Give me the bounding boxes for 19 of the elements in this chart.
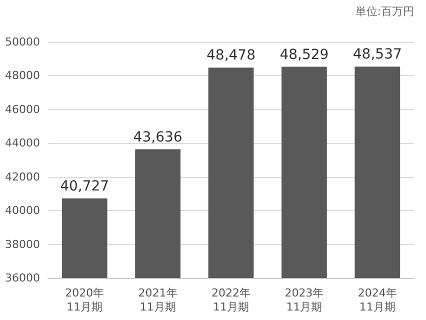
x-tick-label: 2020年 11月期 <box>65 286 104 314</box>
text: 単位:百万円 <box>355 5 414 18</box>
x-tick-label: 2024年 11月期 <box>358 286 397 314</box>
data-label: 40,727 <box>60 178 110 194</box>
x-tick-label: 2021年 11月期 <box>138 286 178 314</box>
y-tick-label: 50000 <box>5 36 40 48</box>
y-tick-label: 40000 <box>5 204 40 218</box>
x-tick-label: 2022年 11月期 <box>212 286 250 314</box>
y-tick-label: 44000 <box>5 136 40 150</box>
x-tick-label: 2023年 11月期 <box>284 286 324 314</box>
y-tick-label: 46000 <box>5 102 40 116</box>
y-tick-label: 38000 <box>5 238 40 251</box>
data-label: 48,529 <box>280 46 329 63</box>
data-label: 43,636 <box>133 129 182 146</box>
y-tick-label: 48000 <box>5 69 40 82</box>
y-tick-label: 42000 <box>5 170 40 184</box>
data-label: 48,478 <box>206 48 256 64</box>
y-tick-label: 36000 <box>5 272 40 284</box>
data-label: 48,537 <box>352 46 402 63</box>
